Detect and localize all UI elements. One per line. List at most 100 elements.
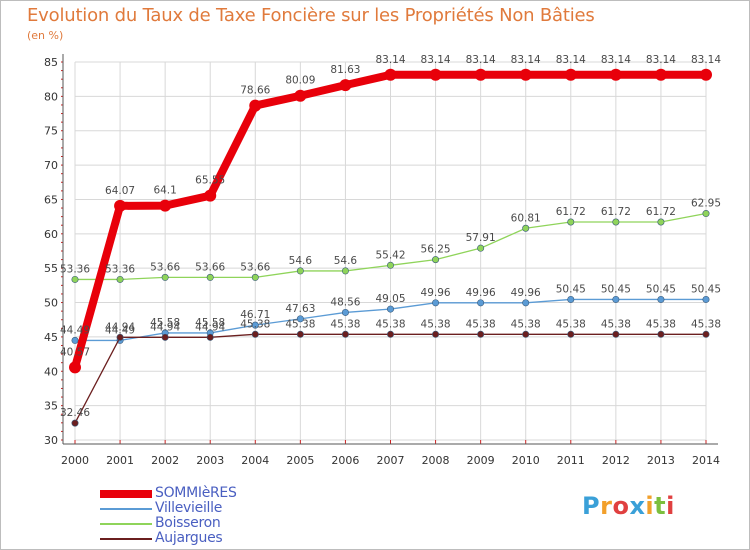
data-point-villevieille [386,305,394,313]
data-label-sommie-res: 64.07 [105,185,135,197]
data-label-boisseron: 54.6 [289,255,313,267]
data-point-villevieille [251,321,259,329]
data-label-sommie-res: 65.55 [195,175,225,187]
data-label-aujargues: 32.46 [60,407,90,419]
chart-title: Evolution du Taux de Taxe Foncière sur l… [27,5,595,26]
data-label-boisseron: 53.66 [150,261,180,273]
data-point-aujargues [386,330,394,338]
data-point-sommie-res [114,199,127,212]
y-tick-label: 55 [44,262,58,275]
y-tick-label: 50 [44,297,58,310]
data-label-boisseron: 56.25 [421,244,451,256]
data-label-aujargues: 45.38 [691,318,721,330]
data-label-villevieille: 44.49 [60,324,90,336]
data-point-villevieille [657,295,665,303]
data-label-boisseron: 61.72 [556,206,586,218]
data-point-aujargues [296,330,304,338]
data-label-sommie-res: 78.66 [240,85,270,97]
legend-swatch [100,490,152,498]
data-label-sommie-res: 64.1 [153,185,176,197]
data-label-sommie-res: 83.14 [466,54,496,66]
data-label-sommie-res: 81.63 [330,64,360,76]
data-point-villevieille [477,299,485,307]
data-point-sommie-res [204,189,217,202]
data-point-villevieille [296,315,304,323]
logo-letter: i [666,492,675,520]
data-point-boisseron [71,275,79,283]
data-point-aujargues [71,419,79,427]
logo-letter: P [582,492,601,520]
data-label-boisseron: 57.91 [466,232,496,244]
legend-label: Boisseron [155,515,221,531]
data-label-aujargues: 45.38 [511,318,541,330]
data-point-boisseron [522,224,530,232]
data-label-aujargues: 44.94 [150,321,180,333]
data-point-boisseron [296,267,304,275]
legend-label: Aujargues [155,530,223,546]
data-label-villevieille: 49.96 [421,287,451,299]
data-point-villevieille [567,295,575,303]
logo-letter: t [654,492,667,520]
legend-swatch [100,538,152,540]
logo-letter: o [612,492,630,520]
data-label-villevieille: 49.96 [511,287,541,299]
data-point-sommie-res [69,361,81,374]
x-tick-label: 2006 [331,454,359,467]
x-tick-label: 2002 [151,454,179,467]
data-label-villevieille: 50.45 [646,283,676,295]
x-tick-label: 2000 [61,454,89,467]
y-tick-label: 30 [44,434,58,447]
x-tick-label: 2003 [196,454,224,467]
data-label-villevieille: 45.58 [195,317,225,329]
x-tick-label: 2010 [512,454,540,467]
unit-label: (en %) [27,29,64,42]
data-label-sommie-res: 83.14 [601,54,631,66]
data-point-sommie-res [294,89,307,102]
x-tick-label: 2014 [692,454,720,467]
data-point-sommie-res [564,68,577,81]
data-point-sommie-res [474,68,487,81]
y-tick-label: 70 [44,159,58,172]
data-point-aujargues [161,333,169,341]
data-label-aujargues: 45.38 [421,318,451,330]
data-label-aujargues: 45.38 [375,318,405,330]
data-label-boisseron: 60.81 [511,212,541,224]
data-label-aujargues: 45.38 [240,318,270,330]
data-label-boisseron: 55.42 [375,249,405,261]
data-label-aujargues: 44.94 [105,321,135,333]
data-label-sommie-res: 40.57 [60,346,90,358]
data-label-sommie-res: 83.14 [691,54,721,66]
data-point-sommie-res [159,199,172,212]
legend-swatch [100,523,152,525]
data-label-villevieille: 50.45 [556,283,586,295]
data-point-boisseron [477,244,485,252]
data-label-boisseron: 61.72 [601,206,631,218]
data-label-villevieille: 50.45 [691,283,721,295]
data-point-boisseron [386,261,394,269]
data-label-sommie-res: 83.14 [556,54,586,66]
y-tick-label: 45 [44,331,58,344]
x-tick-label: 2007 [377,454,405,467]
data-point-villevieille [71,336,79,344]
data-label-boisseron: 53.66 [240,261,270,273]
data-label-sommie-res: 83.14 [421,54,451,66]
data-point-aujargues [432,330,440,338]
data-point-sommie-res [519,68,532,81]
data-point-boisseron [657,218,665,226]
data-point-aujargues [116,333,124,341]
data-point-boisseron [206,273,214,281]
data-label-villevieille: 47.63 [285,303,315,315]
logo-letter: x [629,492,646,520]
data-label-sommie-res: 83.14 [375,54,405,66]
data-point-boisseron [612,218,620,226]
data-point-boisseron [161,273,169,281]
data-label-villevieille: 49.96 [466,287,496,299]
data-point-boisseron [567,218,575,226]
data-label-villevieille: 48.56 [330,296,360,308]
data-label-villevieille: 46.71 [240,309,270,321]
data-point-boisseron [432,256,440,264]
data-point-boisseron [116,275,124,283]
y-tick-label: 80 [44,90,58,103]
data-point-aujargues [567,330,575,338]
data-label-villevieille: 49.05 [375,293,405,305]
